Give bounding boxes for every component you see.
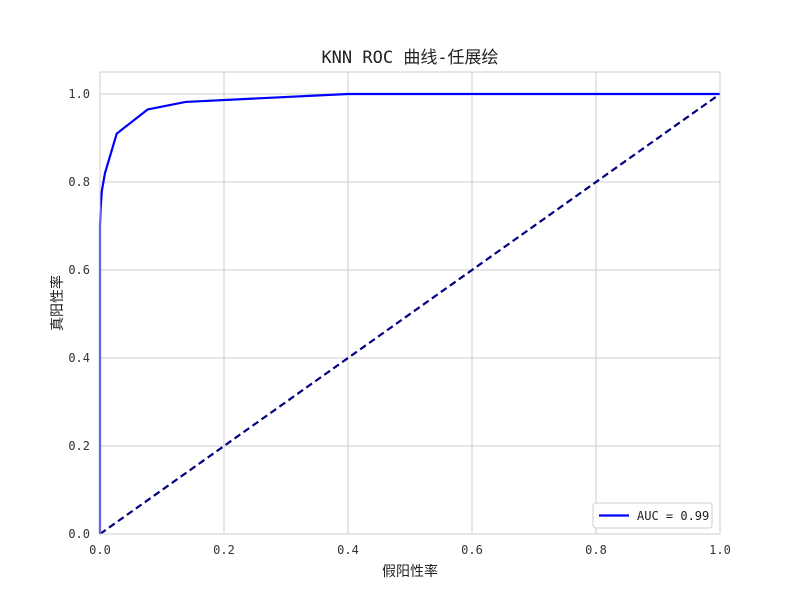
- y-tick-label: 0.8: [68, 175, 90, 189]
- y-tick-label: 0.0: [68, 527, 90, 541]
- chart-title: KNN ROC 曲线-任展绘: [321, 48, 498, 68]
- y-axis-label: 真阳性率: [49, 275, 66, 331]
- tick-labels: 0.0 0.2 0.4 0.6 0.8 1.0 0.0 0.2 0.4 0.6 0.8 1.0: [68, 87, 731, 557]
- legend-box: [592, 502, 713, 529]
- x-tick-label: 0.2: [213, 543, 235, 557]
- legend-label-roc: AUC = 0.99: [637, 509, 709, 523]
- x-tick-label: 0.8: [585, 543, 607, 557]
- x-tick-label: 1.0: [709, 543, 731, 557]
- x-tick-label: 0.4: [337, 543, 359, 557]
- y-tick-label: 1.0: [68, 87, 90, 101]
- diagonal-reference-line: [99, 93, 721, 535]
- plot-frame: [99, 71, 721, 535]
- y-tick-label: 0.4: [68, 351, 90, 365]
- grid: [99, 72, 721, 535]
- y-tick-label: 0.6: [68, 263, 90, 277]
- x-tick-label: 0.0: [89, 543, 111, 557]
- x-tick-label: 0.6: [461, 543, 483, 557]
- x-axis-label: 假阳性率: [382, 563, 438, 580]
- y-tick-label: 0.2: [68, 439, 90, 453]
- legend: AUC = 0.99: [592, 502, 713, 529]
